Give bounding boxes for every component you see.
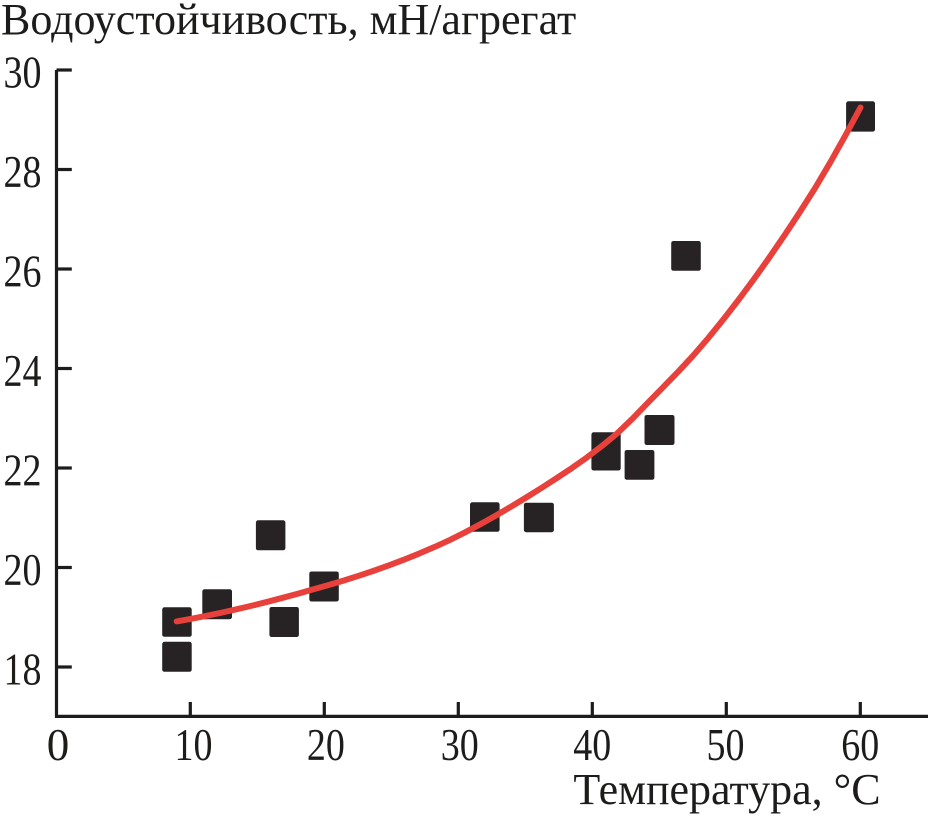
- svg-text:20: 20: [307, 720, 345, 770]
- svg-text:40: 40: [573, 720, 611, 770]
- svg-text:24: 24: [4, 346, 42, 396]
- svg-text:0: 0: [47, 720, 70, 770]
- svg-text:26: 26: [4, 247, 42, 297]
- svg-text:20: 20: [4, 545, 42, 595]
- svg-text:Водоустойчивость, мН/агрегат: Водоустойчивость, мН/агрегат: [1, 0, 576, 44]
- svg-text:30: 30: [4, 48, 42, 98]
- svg-text:18: 18: [4, 645, 42, 695]
- svg-text:10: 10: [175, 720, 213, 770]
- svg-text:50: 50: [707, 720, 745, 770]
- svg-text:30: 30: [441, 720, 479, 770]
- svg-text:60: 60: [841, 720, 879, 770]
- svg-text:22: 22: [4, 446, 42, 496]
- svg-text:28: 28: [4, 147, 42, 197]
- svg-text:Температура, °C: Температура, °C: [573, 765, 880, 814]
